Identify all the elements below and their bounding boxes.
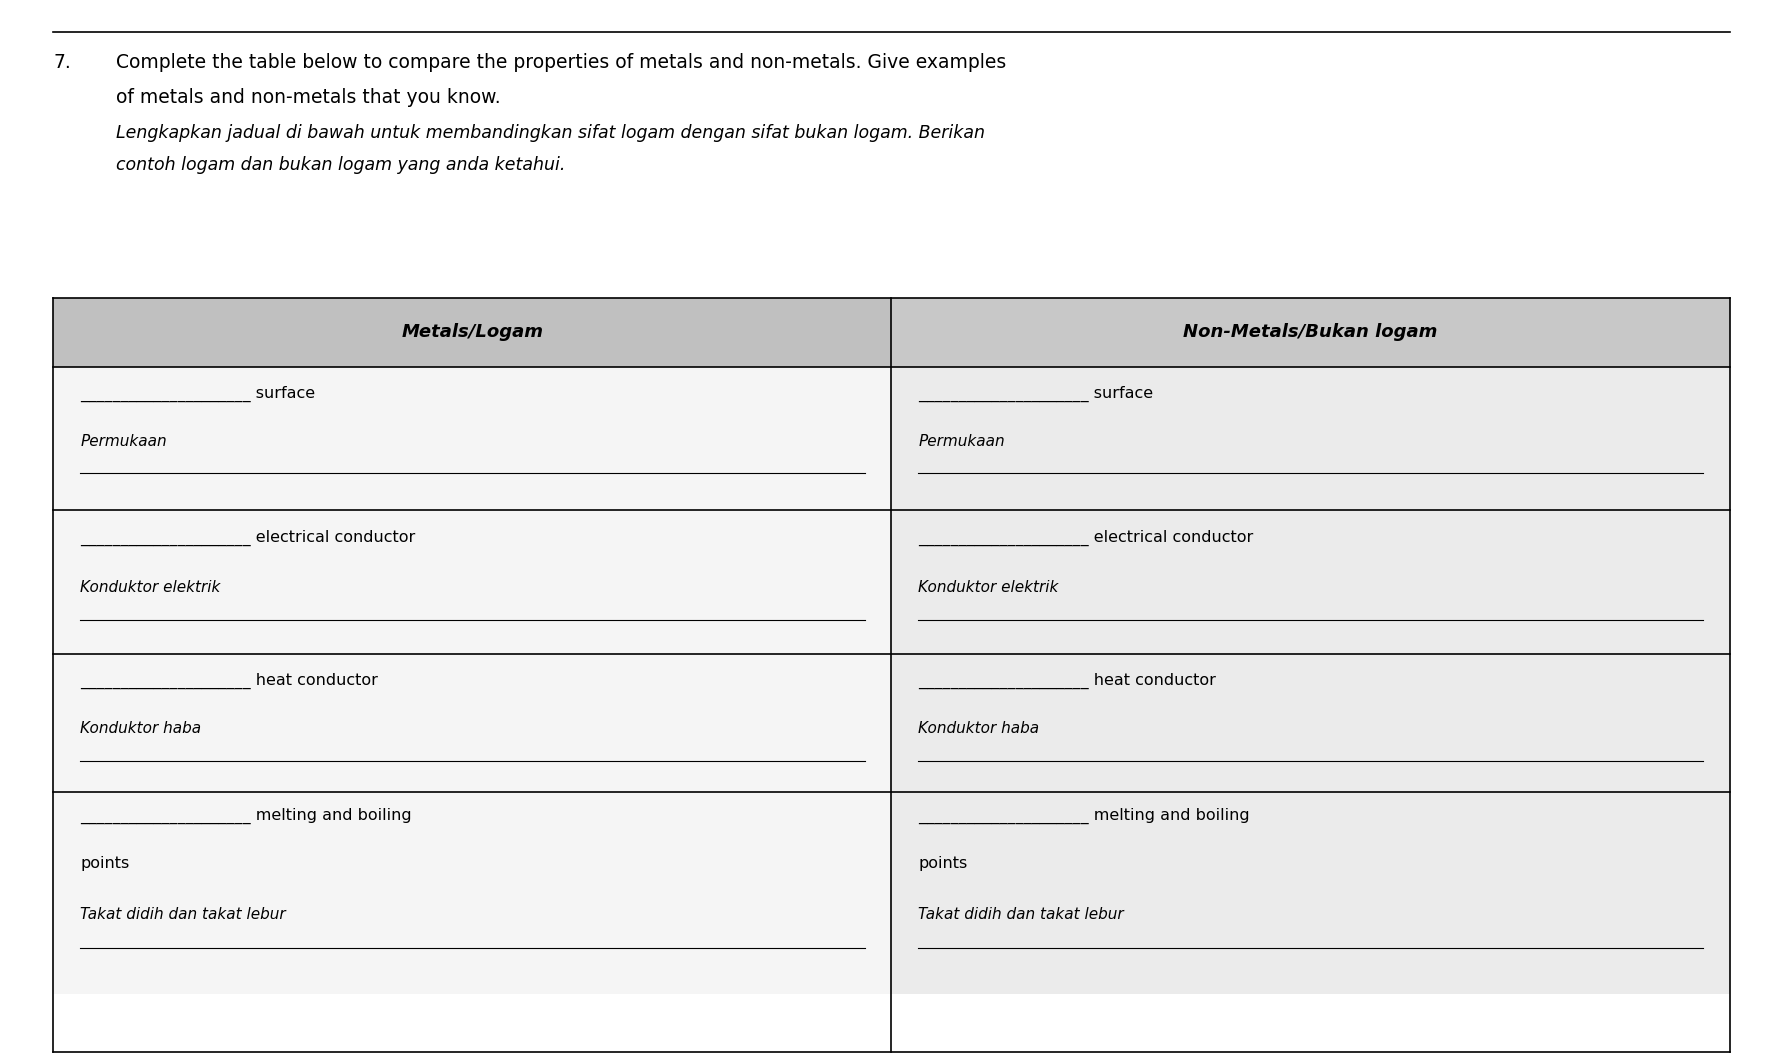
Text: _____________________ heat conductor: _____________________ heat conductor [918,673,1215,689]
Text: _____________________ melting and boiling: _____________________ melting and boilin… [918,808,1249,824]
Text: points: points [80,856,130,871]
Text: Takat didih dan takat lebur: Takat didih dan takat lebur [80,907,285,922]
Text: Konduktor haba: Konduktor haba [80,721,201,736]
Text: _____________________ electrical conductor: _____________________ electrical conduct… [918,529,1253,545]
Text: _____________________ electrical conductor: _____________________ electrical conduct… [80,529,415,545]
Bar [891,298,1729,367]
Text: of metals and non-metals that you know.: of metals and non-metals that you know. [116,88,501,107]
Text: points: points [918,856,968,871]
Text: Permukaan: Permukaan [918,434,1005,449]
Text: 7.: 7. [53,53,71,72]
Text: Konduktor haba: Konduktor haba [918,721,1039,736]
Text: _____________________ surface: _____________________ surface [918,386,1153,402]
Text: Permukaan: Permukaan [80,434,168,449]
Text: Non-Metals/Bukan logam: Non-Metals/Bukan logam [1183,323,1436,341]
Text: _____________________ melting and boiling: _____________________ melting and boilin… [80,808,412,824]
Bar [53,298,1729,367]
Text: Konduktor elektrik: Konduktor elektrik [80,580,221,595]
Bar [53,298,891,367]
Text: Konduktor elektrik: Konduktor elektrik [918,580,1059,595]
Text: _____________________ heat conductor: _____________________ heat conductor [80,673,378,689]
Text: Complete the table below to compare the properties of metals and non-metals. Giv: Complete the table below to compare the … [116,53,1005,72]
Text: _____________________ surface: _____________________ surface [80,386,315,402]
Text: contoh logam dan bukan logam yang anda ketahui.: contoh logam dan bukan logam yang anda k… [116,156,565,174]
Text: Metals/Logam: Metals/Logam [401,323,544,341]
Text: Takat didih dan takat lebur: Takat didih dan takat lebur [918,907,1123,922]
Text: Lengkapkan jadual di bawah untuk membandingkan sifat logam dengan sifat bukan lo: Lengkapkan jadual di bawah untuk memband… [116,124,984,142]
